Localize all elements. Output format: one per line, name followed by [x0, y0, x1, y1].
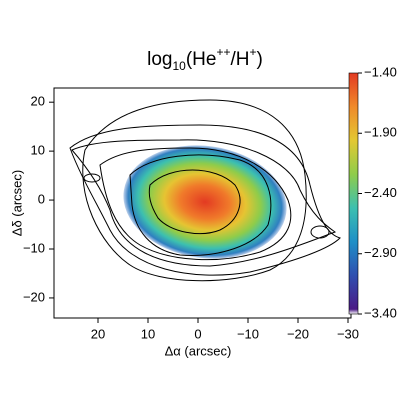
y-tick-label: 0	[38, 192, 45, 207]
x-axis-label: Δα (arcsec)	[165, 343, 232, 358]
chart-title: log10(He++/H+)	[147, 45, 263, 73]
title-part: log	[147, 49, 172, 70]
y-axis-label: Δδ (arcsec)	[9, 170, 24, 236]
x-tick-label: −20	[287, 326, 309, 341]
y-tick-label: 10	[31, 143, 45, 158]
y-tick-label: −20	[23, 289, 45, 304]
x-tick-label: −10	[237, 326, 259, 341]
x-tick-label: 10	[141, 326, 155, 341]
y-tick-label: 20	[31, 94, 45, 109]
title-part: 10	[173, 59, 187, 73]
title-part: )	[257, 49, 263, 70]
contours	[69, 99, 341, 282]
x-tick-label: 0	[194, 326, 201, 341]
colorbar-tick-label: −1.40	[364, 64, 397, 79]
ratio-map	[123, 145, 287, 259]
y-tick-label: −10	[23, 240, 45, 255]
colorbar	[348, 72, 359, 315]
colorbar-tick-label: −2.40	[364, 185, 397, 200]
colorbar-tick-label: −3.40	[364, 305, 397, 320]
title-part: +	[250, 45, 257, 59]
title-part: (He	[186, 49, 217, 70]
x-tick-label: −30	[337, 326, 359, 341]
title-part: ++	[216, 45, 230, 59]
x-tick-label: 20	[91, 326, 105, 341]
colorbar-tick-label: −1.90	[364, 125, 397, 140]
image-layer	[69, 99, 341, 282]
title-part: /H	[231, 49, 250, 70]
colorbar-tick-label: −2.90	[364, 245, 397, 260]
